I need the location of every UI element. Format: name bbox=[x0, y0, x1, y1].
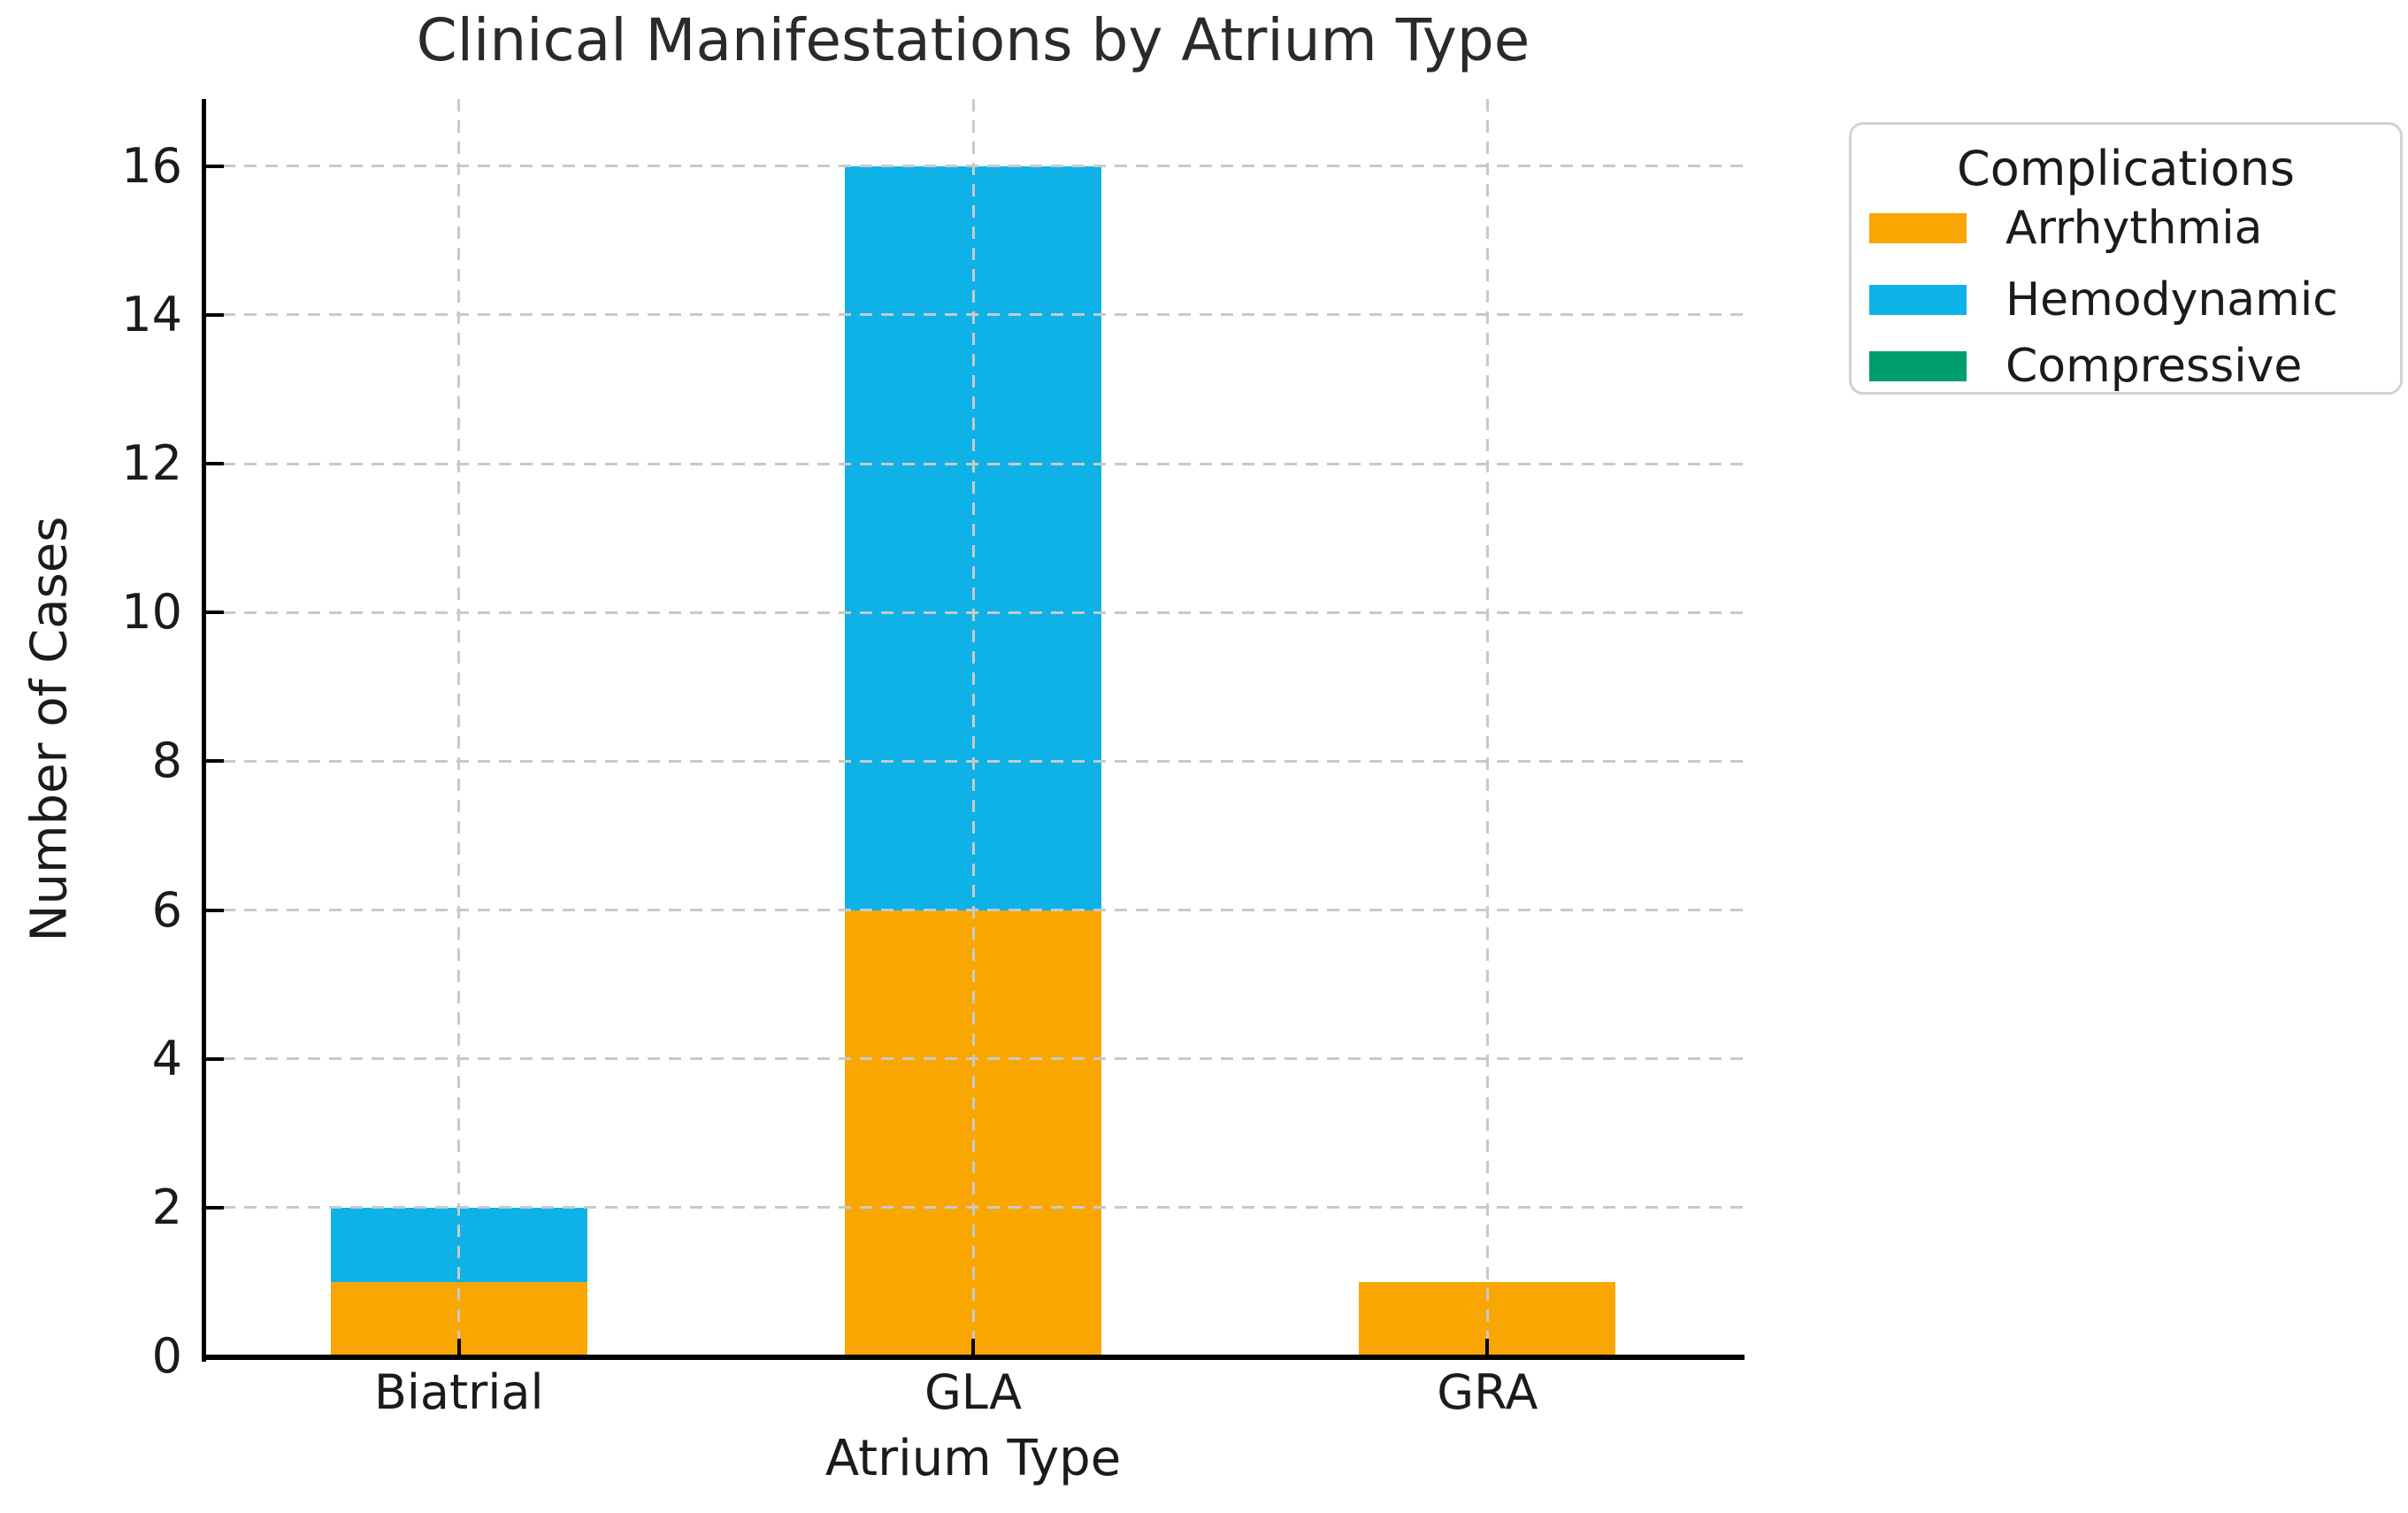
x-tick bbox=[1485, 1339, 1490, 1356]
x-gridline bbox=[1485, 99, 1489, 1356]
x-axis-spine bbox=[202, 1355, 1745, 1360]
y-tick bbox=[206, 759, 224, 764]
y-tick bbox=[206, 1056, 224, 1061]
legend-swatch-arrhythmia bbox=[1869, 213, 1967, 243]
legend-title: Complications bbox=[1957, 141, 2295, 196]
x-tick bbox=[971, 1339, 975, 1356]
x-gridline bbox=[971, 99, 975, 1356]
y-tick-label: 14 bbox=[121, 286, 182, 342]
y-tick-label: 6 bbox=[151, 881, 182, 938]
x-tick-label: Biatrial bbox=[373, 1364, 544, 1420]
y-tick bbox=[206, 462, 224, 465]
y-tick-label: 16 bbox=[121, 137, 182, 194]
y-tick-label: 10 bbox=[121, 584, 182, 641]
y-tick bbox=[206, 164, 224, 168]
legend-item-label: Compressive bbox=[2005, 340, 2303, 393]
legend-swatch-hemodynamic bbox=[1869, 285, 1967, 315]
legend-item: Compressive bbox=[1869, 342, 2302, 391]
y-tick-label: 0 bbox=[151, 1328, 182, 1384]
y-axis-spine bbox=[202, 99, 206, 1362]
plot-area bbox=[202, 99, 1745, 1362]
y-tick-label: 2 bbox=[151, 1179, 182, 1235]
x-tick bbox=[456, 1339, 461, 1356]
y-tick-label: 12 bbox=[121, 435, 182, 491]
x-tick-label: GLA bbox=[924, 1364, 1023, 1420]
legend: Complications Arrhythmia Hemodynamic Compr… bbox=[1849, 122, 2403, 395]
legend-item: Arrhythmia bbox=[1869, 204, 2263, 253]
y-tick-label: 8 bbox=[151, 733, 182, 789]
legend-item: Hemodynamic bbox=[1869, 275, 2338, 325]
y-tick bbox=[206, 1205, 224, 1210]
y-axis-label: Number of Cases bbox=[20, 516, 79, 942]
y-tick-label: 4 bbox=[151, 1030, 182, 1087]
y-tick bbox=[206, 312, 224, 317]
x-tick-label: GRA bbox=[1437, 1364, 1538, 1420]
y-tick bbox=[206, 908, 224, 912]
legend-swatch-compressive bbox=[1869, 351, 1967, 381]
x-axis-label: Atrium Type bbox=[824, 1430, 1122, 1487]
legend-item-label: Arrhythmia bbox=[2005, 202, 2263, 255]
chart-title: Clinical Manifestations by Atrium Type bbox=[416, 6, 1530, 74]
y-tick bbox=[206, 611, 224, 615]
legend-item-label: Hemodynamic bbox=[2005, 273, 2338, 326]
x-gridline bbox=[457, 99, 461, 1356]
